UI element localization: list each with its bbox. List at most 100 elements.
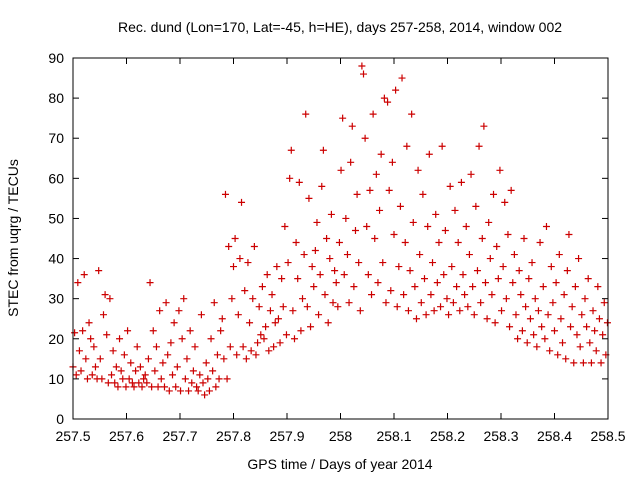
data-point xyxy=(212,383,220,391)
data-point xyxy=(255,303,263,311)
data-point xyxy=(239,343,247,351)
data-point xyxy=(292,239,300,247)
data-point xyxy=(326,255,334,263)
data-point xyxy=(501,198,509,206)
data-point xyxy=(82,355,90,363)
data-point xyxy=(539,283,547,291)
data-point xyxy=(77,367,85,375)
data-point xyxy=(385,186,393,194)
data-point xyxy=(183,355,191,363)
data-point xyxy=(116,335,124,343)
y-axis-ticks: 0 10 20 30 40 50 60 70 80 90 xyxy=(48,50,608,427)
data-point xyxy=(491,319,499,327)
data-point xyxy=(71,329,79,337)
data-point xyxy=(457,178,465,186)
data-point xyxy=(515,267,523,275)
data-point xyxy=(401,239,409,247)
data-point xyxy=(490,190,498,198)
data-point xyxy=(435,239,443,247)
data-point xyxy=(313,218,321,226)
data-point xyxy=(88,371,96,379)
data-point xyxy=(557,315,565,323)
data-point xyxy=(486,255,494,263)
data-point xyxy=(350,283,358,291)
data-point xyxy=(531,295,539,303)
data-point xyxy=(600,299,608,307)
data-point xyxy=(507,186,515,194)
data-point xyxy=(297,327,305,335)
data-point xyxy=(162,299,170,307)
data-point xyxy=(244,259,252,267)
data-point xyxy=(345,299,353,307)
data-point xyxy=(472,202,480,210)
data-point xyxy=(356,307,364,315)
data-point xyxy=(398,74,406,82)
data-point xyxy=(207,335,215,343)
x-tick-label: 258.1 xyxy=(376,428,411,444)
data-point xyxy=(504,230,512,238)
data-point xyxy=(544,311,552,319)
data-point xyxy=(353,190,361,198)
data-point xyxy=(542,222,550,230)
data-point xyxy=(534,307,542,315)
data-point xyxy=(522,303,530,311)
data-point xyxy=(525,275,533,283)
data-point xyxy=(506,323,514,331)
data-point xyxy=(445,311,453,319)
data-point xyxy=(75,347,83,355)
data-point xyxy=(404,307,412,315)
data-point xyxy=(595,315,603,323)
data-point xyxy=(141,371,149,379)
data-point xyxy=(514,335,522,343)
data-point xyxy=(226,343,234,351)
data-point xyxy=(416,251,424,259)
data-point xyxy=(144,355,152,363)
data-point xyxy=(366,186,374,194)
data-point xyxy=(437,303,445,311)
data-point xyxy=(396,202,404,210)
data-point xyxy=(99,311,107,319)
data-point xyxy=(541,335,549,343)
data-point xyxy=(231,235,239,242)
data-point xyxy=(120,351,128,359)
data-point xyxy=(273,263,281,271)
data-point xyxy=(440,271,448,279)
data-point xyxy=(316,271,324,279)
data-point xyxy=(228,295,236,303)
data-point xyxy=(135,379,143,387)
data-point xyxy=(172,383,180,391)
data-point xyxy=(599,331,607,339)
data-point xyxy=(364,271,372,279)
data-point xyxy=(266,307,274,315)
data-point xyxy=(343,251,351,259)
data-point xyxy=(149,327,157,335)
data-point xyxy=(429,259,437,267)
data-point xyxy=(159,359,167,367)
data-point xyxy=(181,375,189,383)
data-point xyxy=(374,279,382,287)
data-point xyxy=(124,327,132,335)
data-point xyxy=(210,299,218,307)
data-point xyxy=(461,291,469,299)
y-tick-label: 60 xyxy=(48,170,64,186)
data-point xyxy=(496,166,504,174)
data-point xyxy=(258,283,266,291)
data-point xyxy=(112,363,120,371)
data-point xyxy=(74,279,82,287)
data-point xyxy=(400,291,408,299)
data-point xyxy=(323,235,331,242)
data-point xyxy=(454,239,462,247)
data-point xyxy=(221,190,229,198)
data-point xyxy=(108,371,116,379)
data-point xyxy=(459,271,467,279)
data-point xyxy=(287,146,295,154)
data-point xyxy=(250,243,258,251)
y-tick-label: 70 xyxy=(48,130,64,146)
data-point xyxy=(234,311,242,319)
data-point xyxy=(114,383,122,391)
data-point xyxy=(225,243,233,251)
data-point xyxy=(185,387,193,395)
data-point xyxy=(517,291,525,299)
data-point xyxy=(170,319,178,327)
data-point xyxy=(403,142,411,150)
